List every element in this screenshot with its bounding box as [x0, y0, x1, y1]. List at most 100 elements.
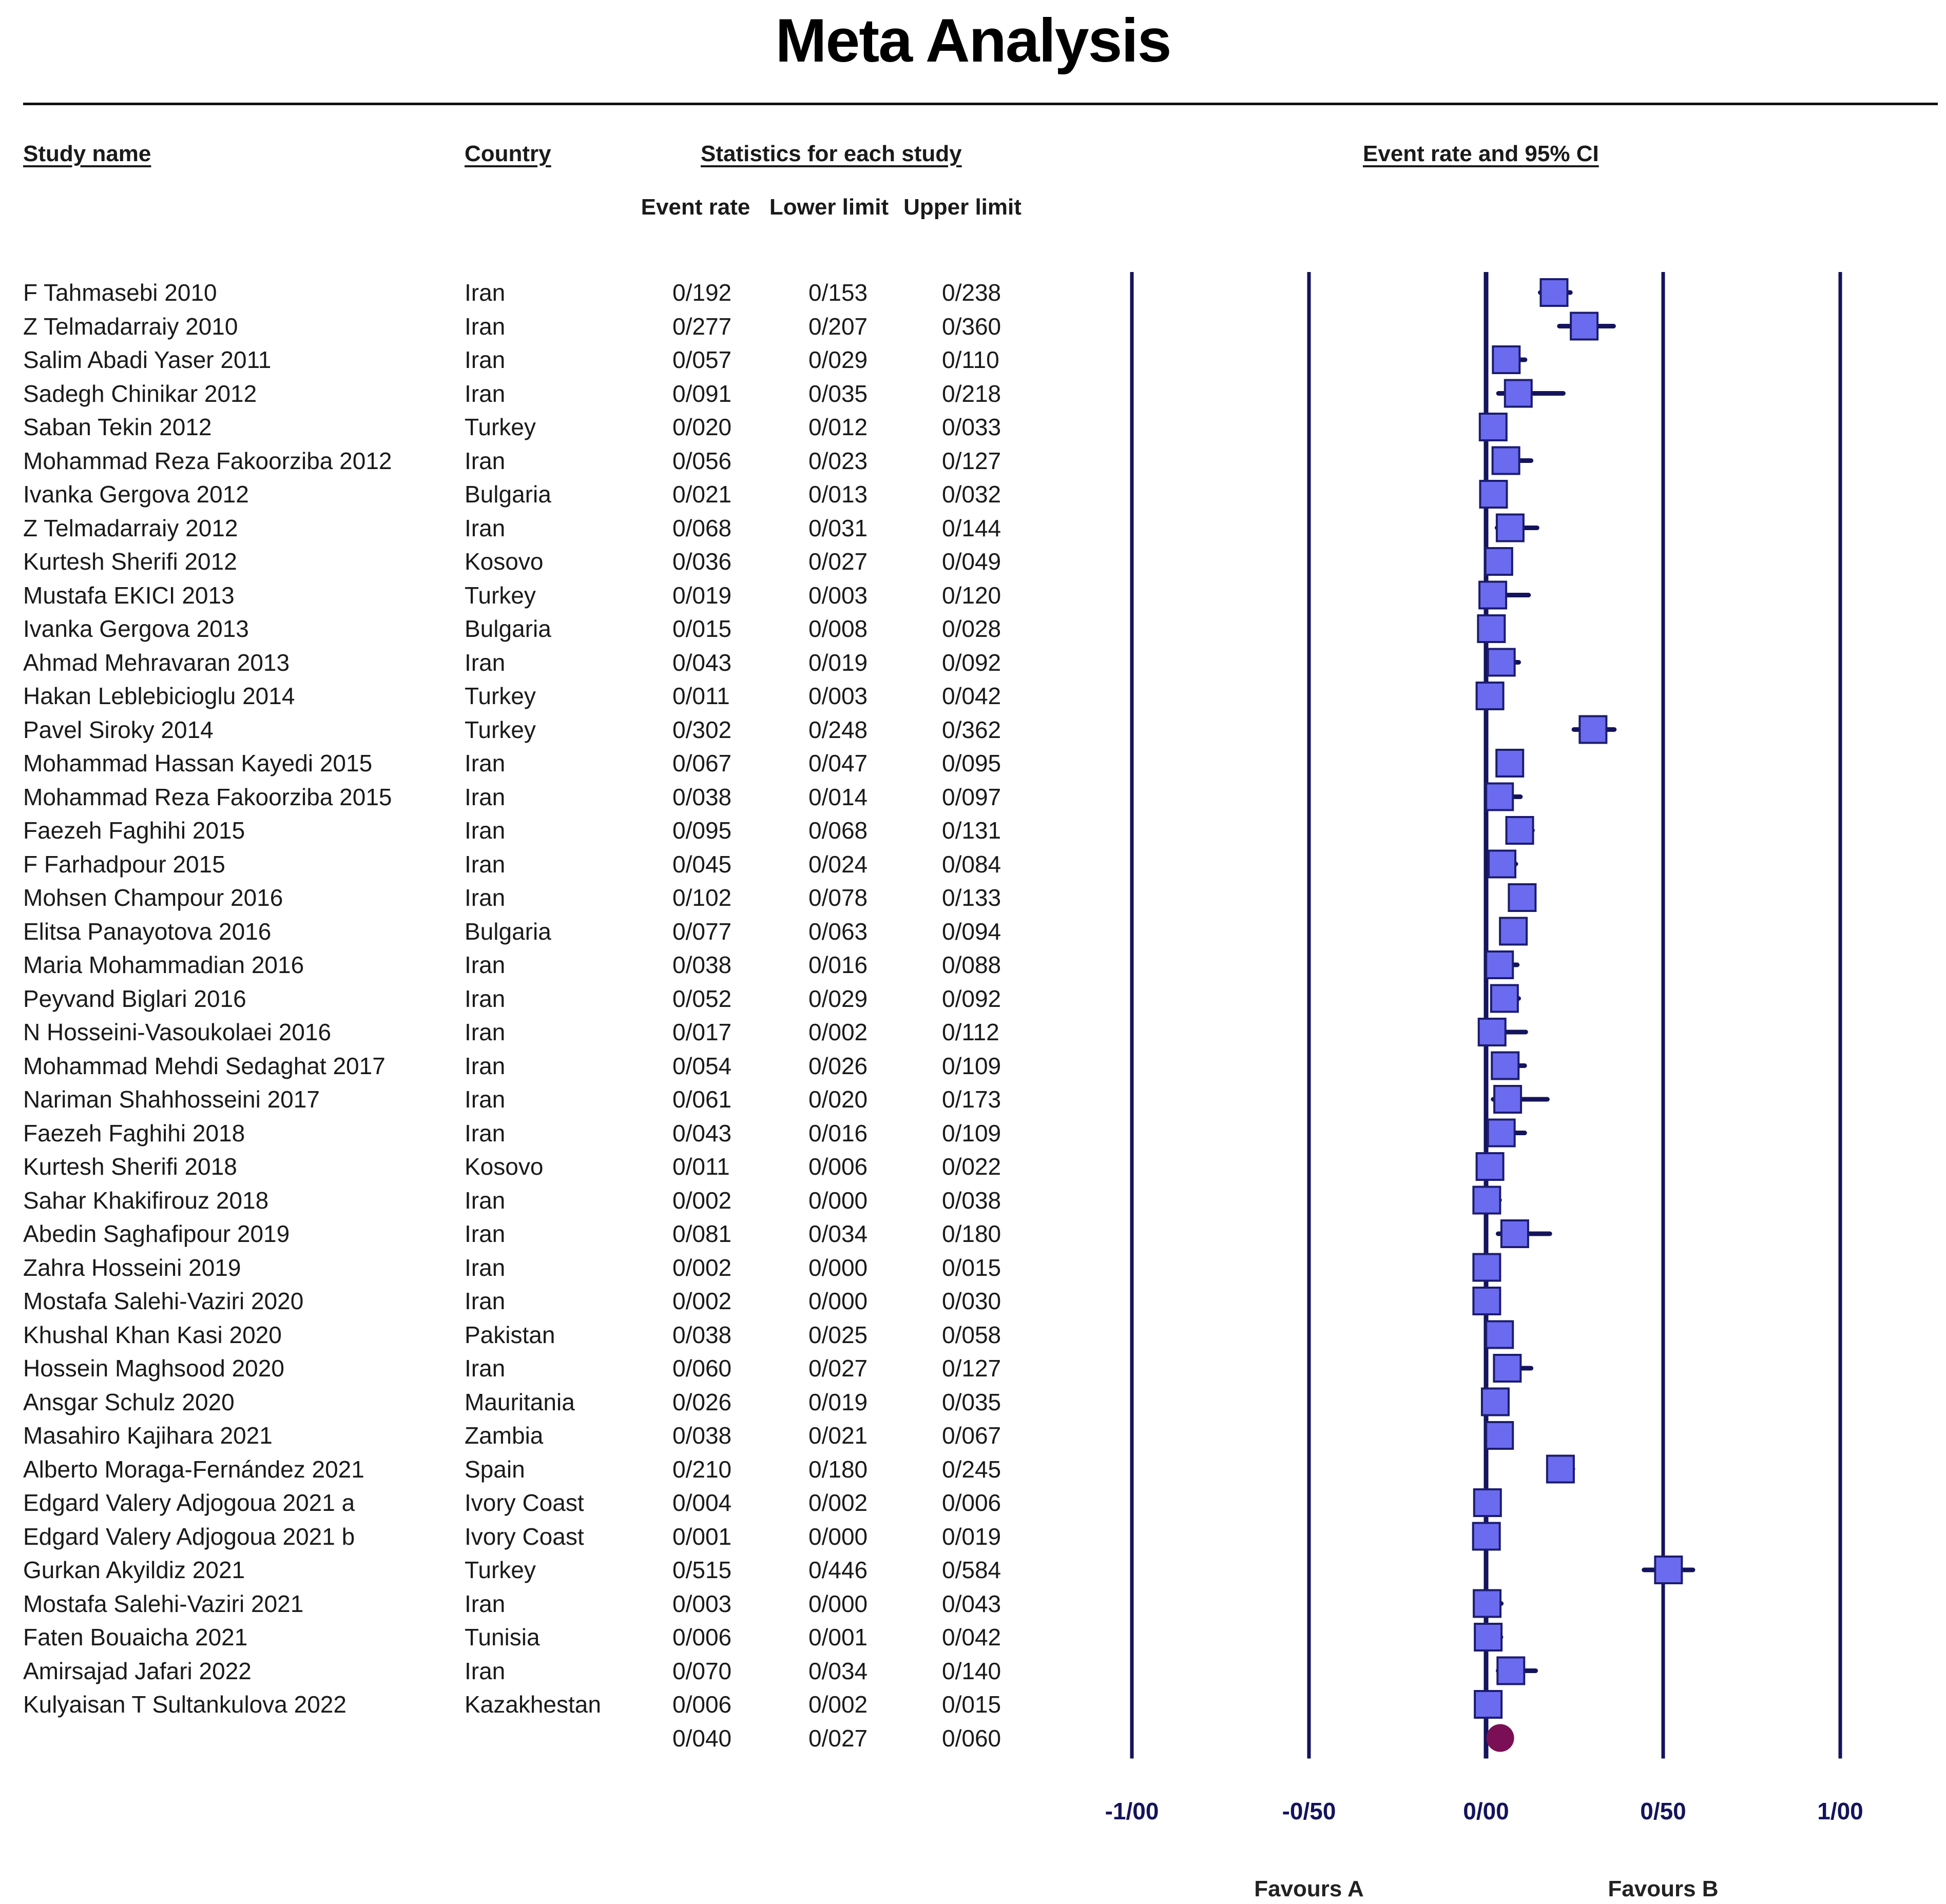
country-cell: Pakistan: [465, 1321, 555, 1348]
country-cell: Iran: [465, 1119, 506, 1147]
country-cell: Turkey: [465, 414, 536, 440]
lower-limit-cell: 0/047: [808, 750, 868, 776]
event-rate-cell: 0/002: [672, 1187, 732, 1214]
event-rate-cell: 0/017: [672, 1019, 732, 1045]
study-name-cell: F Farhadpour 2015: [23, 850, 225, 878]
event-rate-cell: 0/102: [672, 884, 732, 911]
country-cell: Iran: [465, 985, 506, 1012]
pooled-upper-limit-cell: 0/060: [942, 1724, 1001, 1752]
study-marker: [1539, 278, 1569, 307]
country-cell: Iran: [465, 447, 506, 474]
study-marker: [1472, 1186, 1501, 1215]
lower-limit-cell: 0/013: [808, 481, 868, 508]
country-cell: Spain: [465, 1455, 525, 1483]
upper-limit-cell: 0/058: [942, 1321, 1001, 1348]
study-marker: [1479, 480, 1508, 509]
study-marker: [1654, 1556, 1683, 1584]
country-cell: Iran: [465, 514, 506, 541]
study-name-cell: Ivanka Gergova 2012: [23, 481, 249, 508]
x-tick-label: -0/50: [1282, 1798, 1336, 1824]
subheader-event-rate: Event rate: [641, 195, 750, 220]
lower-limit-cell: 0/020: [808, 1086, 868, 1113]
study-marker: [1485, 950, 1514, 979]
study-marker: [1478, 580, 1508, 610]
study-marker: [1474, 1623, 1503, 1652]
event-rate-cell: 0/011: [672, 1153, 730, 1180]
upper-limit-cell: 0/022: [942, 1153, 1001, 1180]
event-rate-cell: 0/052: [672, 985, 732, 1012]
x-tick-label: 0/50: [1640, 1798, 1686, 1824]
country-cell: Iran: [465, 1019, 506, 1045]
event-rate-cell: 0/057: [672, 346, 732, 373]
country-cell: Tunisia: [465, 1624, 540, 1650]
study-name-cell: Edgard Valery Adjogoua 2021 b: [23, 1523, 355, 1550]
study-name-cell: Edgard Valery Adjogoua 2021 a: [23, 1489, 355, 1516]
lower-limit-cell: 0/002: [808, 1489, 868, 1516]
event-rate-cell: 0/192: [672, 279, 732, 306]
upper-limit-cell: 0/173: [942, 1086, 1001, 1113]
study-name-cell: Kurtesh Sherifi 2012: [23, 548, 237, 575]
study-name-cell: Nariman Shahhosseini 2017: [23, 1086, 320, 1113]
country-cell: Kosovo: [465, 1153, 544, 1180]
event-rate-cell: 0/043: [672, 1119, 732, 1147]
country-cell: Iran: [465, 279, 506, 306]
lower-limit-cell: 0/016: [808, 1119, 868, 1147]
study-marker: [1495, 749, 1525, 778]
header-country: Country: [465, 141, 551, 166]
lower-limit-cell: 0/026: [808, 1052, 868, 1079]
upper-limit-cell: 0/140: [942, 1657, 1001, 1684]
lower-limit-cell: 0/078: [808, 884, 868, 911]
study-marker: [1472, 1287, 1501, 1315]
study-name-cell: Sahar Khakifirouz 2018: [23, 1187, 269, 1214]
lower-limit-cell: 0/002: [808, 1691, 868, 1718]
upper-limit-cell: 0/127: [942, 447, 1001, 474]
event-rate-cell: 0/003: [672, 1590, 732, 1617]
upper-limit-cell: 0/110: [942, 346, 999, 373]
study-marker: [1473, 1488, 1502, 1517]
study-marker: [1570, 312, 1599, 341]
study-name-cell: Hossein Maghsood 2020: [23, 1355, 284, 1382]
study-name-cell: Maria Mohammadian 2016: [23, 951, 304, 978]
study-name-cell: Salim Abadi Yaser 2011: [23, 346, 272, 373]
upper-limit-cell: 0/067: [942, 1422, 1001, 1449]
country-cell: Bulgaria: [465, 918, 551, 945]
country-cell: Iran: [465, 380, 506, 407]
country-cell: Iran: [465, 1288, 506, 1314]
upper-limit-cell: 0/030: [942, 1288, 1001, 1314]
study-marker: [1504, 379, 1533, 408]
study-marker: [1493, 1085, 1523, 1114]
study-name-cell: Faezeh Faghihi 2015: [23, 817, 245, 844]
country-cell: Iran: [465, 649, 506, 676]
lower-limit-cell: 0/446: [808, 1557, 868, 1583]
study-marker: [1472, 1522, 1501, 1551]
country-cell: Iran: [465, 1355, 506, 1382]
lower-limit-cell: 0/180: [808, 1455, 868, 1483]
study-marker: [1475, 1152, 1505, 1181]
upper-limit-cell: 0/362: [942, 716, 1001, 743]
pooled-marker: [1486, 1724, 1514, 1752]
study-name-cell: Elitsa Panayotova 2016: [23, 918, 272, 945]
country-cell: Iran: [465, 1254, 506, 1281]
study-marker: [1485, 1320, 1514, 1349]
header-study-name: Study name: [23, 141, 151, 166]
lower-limit-cell: 0/034: [808, 1657, 868, 1684]
event-rate-cell: 0/006: [672, 1624, 732, 1650]
lower-limit-cell: 0/024: [808, 850, 868, 878]
lower-limit-cell: 0/035: [808, 380, 868, 407]
study-marker: [1477, 614, 1506, 643]
study-marker: [1491, 446, 1520, 475]
event-rate-cell: 0/043: [672, 649, 732, 676]
upper-limit-cell: 0/109: [942, 1052, 1001, 1079]
upper-limit-cell: 0/015: [942, 1254, 1001, 1281]
event-rate-cell: 0/036: [672, 548, 732, 575]
upper-limit-cell: 0/049: [942, 548, 1001, 575]
lower-limit-cell: 0/027: [808, 548, 868, 575]
upper-limit-cell: 0/084: [942, 850, 1001, 878]
x-tick-label: 0/00: [1463, 1798, 1509, 1824]
x-tick-label: 1/00: [1817, 1798, 1863, 1824]
lower-limit-cell: 0/021: [808, 1422, 868, 1449]
lower-limit-cell: 0/023: [808, 447, 868, 474]
country-cell: Kosovo: [465, 548, 544, 575]
study-name-cell: Faezeh Faghihi 2018: [23, 1119, 245, 1147]
